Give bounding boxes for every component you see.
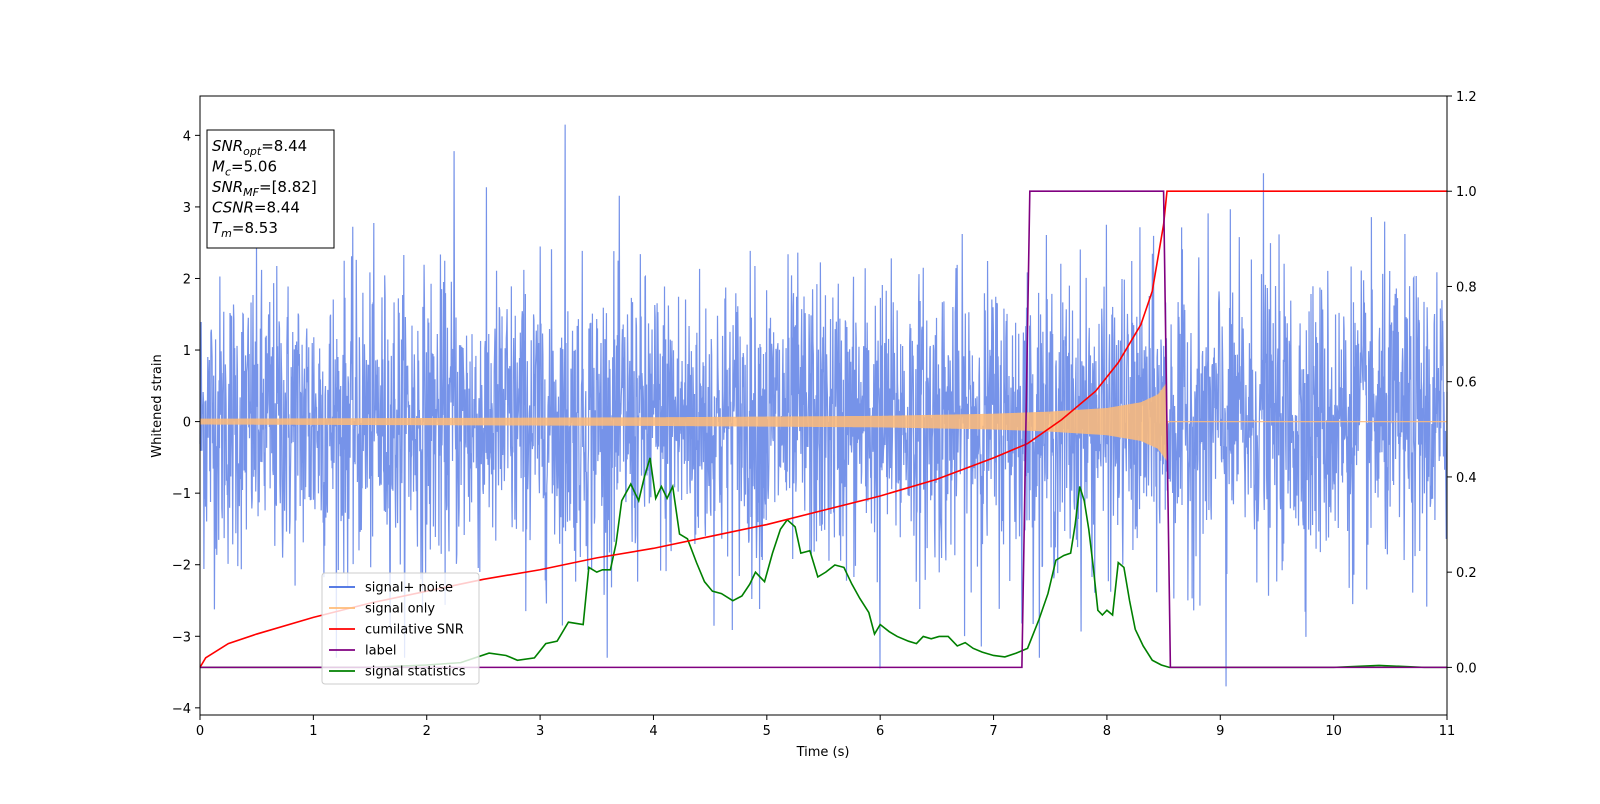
- x-tick-label: 7: [989, 724, 997, 739]
- y-right-tick-label: 0.2: [1456, 566, 1477, 581]
- x-tick-label: 11: [1439, 724, 1456, 739]
- x-axis: 0 1 2 3 4 5 6 7 8 9 10 11: [196, 715, 1455, 739]
- info-line: Mc=5.06: [212, 158, 277, 179]
- label-line: [200, 190, 1447, 669]
- y-axis-right: 0.0 0.2 0.4 0.6 0.8 1.0 1.2: [1447, 90, 1477, 676]
- legend-label: signal statistics: [365, 665, 466, 680]
- x-tick-label: 1: [309, 724, 317, 739]
- legend-frame: [321, 572, 480, 685]
- info-line: Tm=8.53: [212, 219, 278, 240]
- plot-frame: [199, 95, 1448, 716]
- y-left-tick-label: 4: [183, 129, 191, 144]
- x-tick-label: 2: [423, 724, 431, 739]
- y-right-tick-label: 0.6: [1456, 376, 1477, 391]
- info-line: SNRMF=[8.82]: [212, 178, 317, 199]
- info-line: CSNR=8.44: [212, 199, 300, 217]
- y-right-tick-label: 1.0: [1456, 185, 1477, 200]
- y-right-tick-label: 1.2: [1456, 90, 1477, 105]
- info-line: SNRopt=8.44: [212, 137, 307, 158]
- x-tick-label: 6: [876, 724, 884, 739]
- y-left-tick-label: 3: [183, 201, 191, 216]
- y-axis-label: Whitened strain: [150, 354, 165, 457]
- x-tick-label: 0: [196, 724, 204, 739]
- y-left-tick-label: −3: [172, 630, 191, 645]
- y-left-tick-label: 2: [183, 272, 191, 287]
- y-right-tick-label: 0.8: [1456, 280, 1477, 295]
- x-tick-label: 3: [536, 724, 544, 739]
- y-left-tick-label: −1: [172, 487, 191, 502]
- legend: signal+ noise signal only cumilative SNR la…: [321, 572, 480, 685]
- x-tick-label: 5: [763, 724, 771, 739]
- x-axis-label: Time (s): [796, 745, 850, 760]
- legend-label: cumilative SNR: [365, 623, 464, 638]
- signal-statistics-line: [200, 457, 1447, 669]
- signal-only-line: [199, 382, 1447, 461]
- y-right-tick-label: 0.4: [1456, 471, 1477, 486]
- y-left-tick-label: −2: [172, 559, 191, 574]
- legend-label: signal+ noise: [365, 581, 453, 596]
- y-axis-left: −4 −3 −2 −1 0 1 2 3 4: [172, 129, 200, 717]
- info-box-frame: [206, 129, 335, 249]
- x-tick-label: 9: [1216, 724, 1224, 739]
- x-tick-label: 10: [1325, 724, 1342, 739]
- y-left-tick-label: −4: [172, 702, 191, 717]
- legend-label: signal only: [365, 602, 435, 617]
- legend-label: label: [365, 644, 396, 659]
- y-left-tick-label: 0: [183, 416, 191, 431]
- y-left-tick-label: 1: [183, 344, 191, 359]
- signal-noise-series: [199, 124, 1448, 687]
- y-right-tick-label: 0.0: [1456, 661, 1477, 676]
- signal-only-series: [199, 382, 1447, 461]
- x-tick-label: 4: [649, 724, 657, 739]
- signal-noise-line: [199, 124, 1448, 687]
- x-tick-label: 8: [1103, 724, 1111, 739]
